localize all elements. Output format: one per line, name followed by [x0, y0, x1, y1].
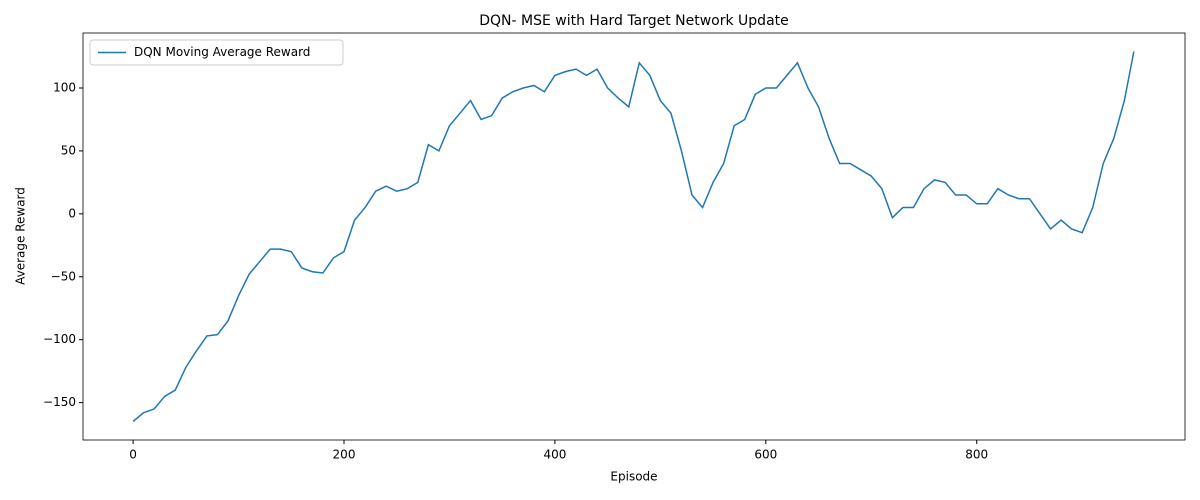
- x-tick-label: 800: [965, 448, 988, 462]
- x-axis-label: Episode: [610, 470, 657, 484]
- data-line: [132, 51, 1135, 423]
- x-tick-label: 400: [543, 448, 566, 462]
- legend-box: [89, 39, 344, 66]
- x-tick-label: 0: [129, 448, 137, 462]
- y-tick-label: −150: [43, 395, 76, 409]
- x-tick-label: 200: [333, 448, 356, 462]
- y-tick-label: −100: [43, 332, 76, 346]
- y-tick-label: 50: [61, 143, 76, 157]
- y-tick-label: −50: [51, 269, 76, 283]
- x-tick-label: 600: [754, 448, 777, 462]
- y-tick-label: 100: [53, 80, 76, 94]
- plot-frame: [82, 32, 1186, 441]
- y-tick-label: 0: [68, 206, 76, 220]
- chart-title: DQN- MSE with Hard Target Network Update: [479, 13, 789, 29]
- y-axis-label: Average Reward: [14, 187, 28, 285]
- legend-label: DQN Moving Average Reward: [134, 45, 310, 59]
